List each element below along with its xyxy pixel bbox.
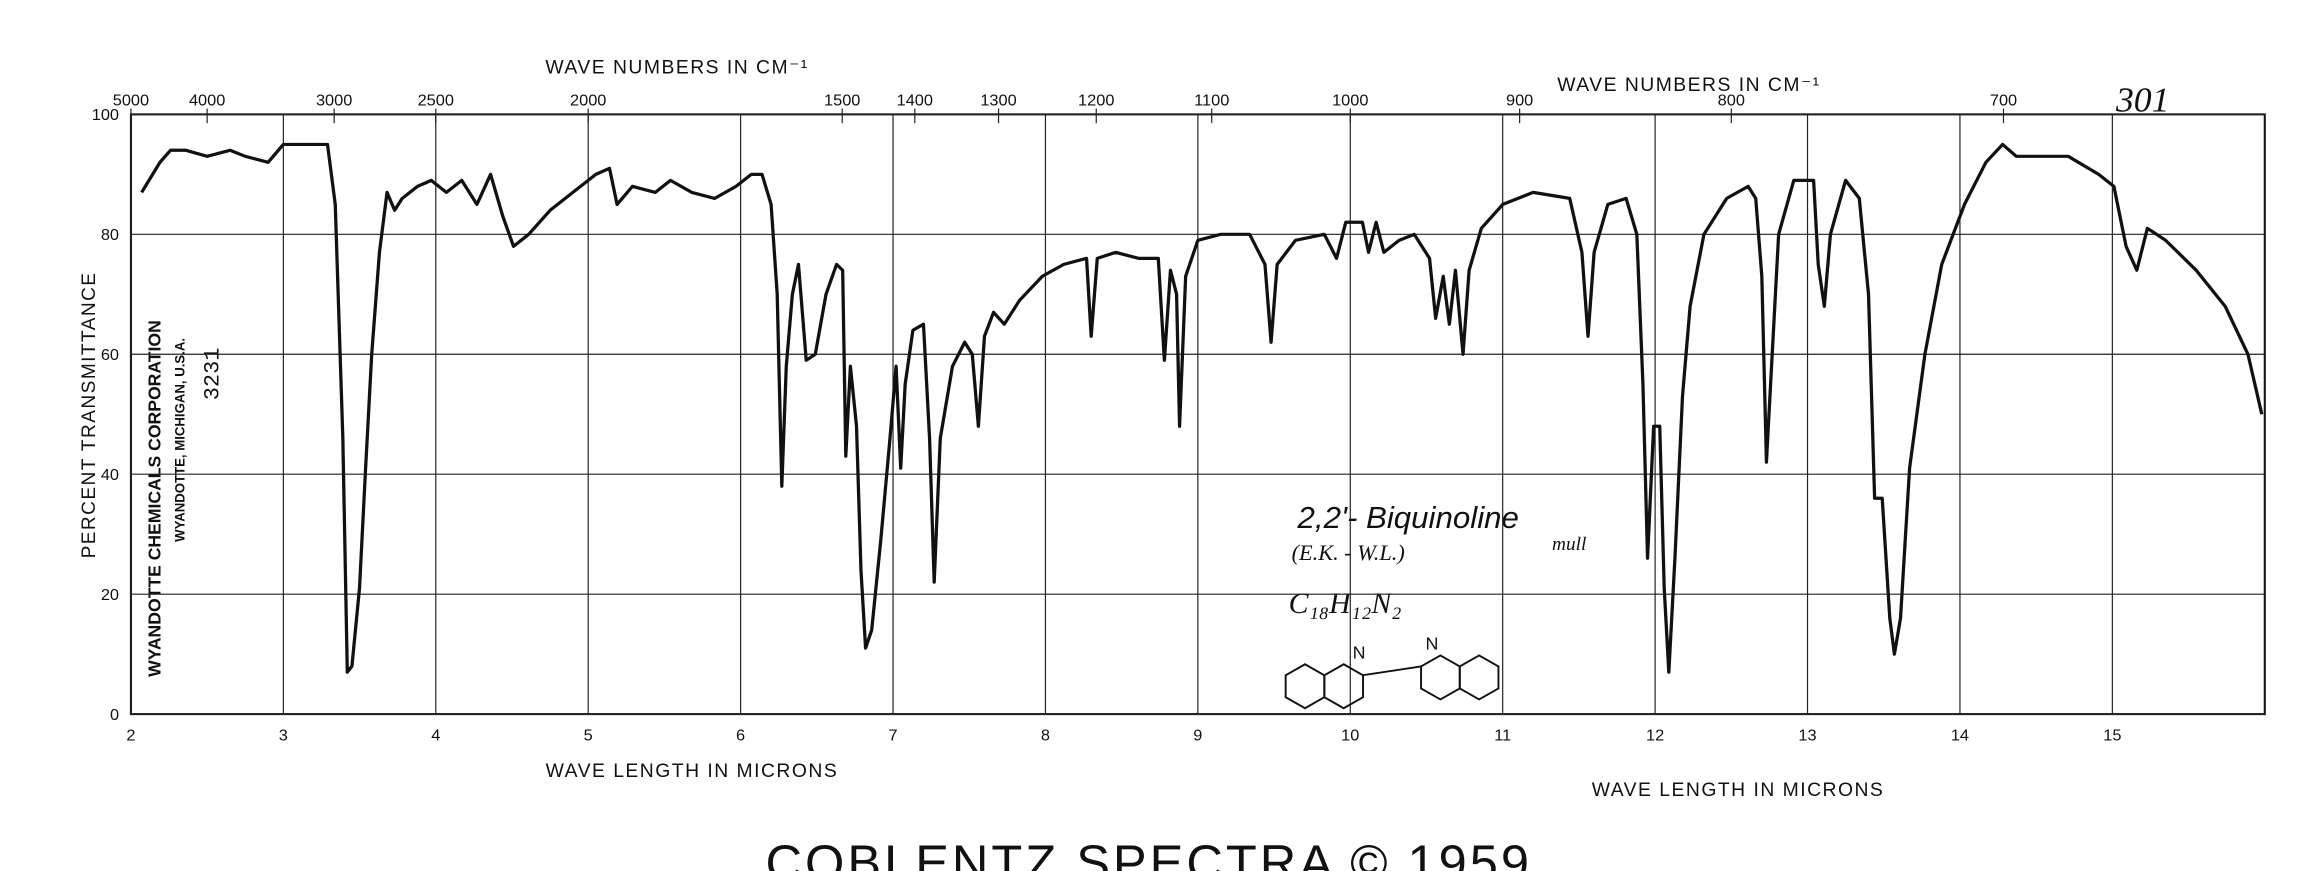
x-tick-label: 13 [1798,727,1816,745]
x-tick-label: 8 [1041,727,1050,745]
x-tick-label: 6 [736,727,745,745]
y-tick-label: 40 [101,466,119,484]
footer: COBLENTZ SPECTRA © 1959 [766,835,1532,871]
annotation: WYANDOTTE CHEMICALS CORPORATION [145,320,165,677]
x-tick-label: 14 [1951,727,1969,745]
annotation: C₁₈H₁₂N₂ [1289,588,1402,620]
y-tick-label: 80 [101,226,119,244]
atom-label: N [1426,634,1439,654]
x-tick-label: 12 [1646,727,1664,745]
spectrum-line [140,142,2264,674]
annotation: mull [1552,534,1586,555]
x2-tick-label: 900 [1506,92,1533,110]
annotation: (E.K. - W.L.) [1292,540,1405,565]
x-tick-label: 7 [888,727,897,745]
annotation: 2,2'- Biquinoline [1297,500,1519,535]
x2-tick-label: 1300 [980,92,1016,110]
x-axis-label: WAVE LENGTH IN MICRONS [1592,780,1885,801]
x-tick-label: 15 [2103,727,2121,745]
ring [1420,654,1461,701]
x2-tick-label: 1400 [897,92,933,110]
y-tick-label: 100 [92,106,119,124]
x-tick-label: 11 [1494,727,1511,745]
x-axis-label: WAVE LENGTH IN MICRONS [546,761,839,782]
structure: N N [1284,634,1500,710]
x2-axis-label: WAVE NUMBERS IN CM⁻¹ [1557,75,1820,96]
x-tick-label: 9 [1193,727,1202,745]
annotation: WYANDOTTE, MICHIGAN, U.S.A. [172,338,187,542]
y-tick-label: 20 [101,586,119,604]
x2-tick-label: 1100 [1194,92,1229,110]
y-axis-label: PERCENT TRANSMITTANCE [79,272,100,559]
x-tick-label: 5 [584,727,593,745]
x2-tick-label: 1200 [1078,92,1114,110]
x2-tick-label: 2500 [418,92,454,110]
x2-tick-label: 3000 [316,92,352,110]
x-tick-label: 4 [431,727,440,745]
bond [1362,665,1422,677]
atom-label: N [1353,643,1366,663]
x2-tick-label: 5000 [113,92,149,110]
x2-tick-label: 800 [1718,92,1745,110]
y-tick-label: 0 [110,706,119,724]
ring [1323,663,1364,710]
x2-tick-label: 2000 [570,92,606,110]
x-tick-label: 3 [279,727,288,745]
x2-axis-label: WAVE NUMBERS IN CM⁻¹ [545,57,808,78]
ring [1458,654,1500,701]
x2-tick-label: 700 [1990,92,2017,110]
y-tick-label: 60 [101,346,119,364]
x2-tick-label: 4000 [189,92,225,110]
ring [1284,663,1326,710]
annotation: 301 [2115,80,2170,120]
x-tick-label: 2 [126,727,135,745]
annotation: 3231 [201,348,226,401]
x2-tick-label: 1000 [1332,92,1368,110]
x-tick-label: 10 [1341,727,1359,745]
x2-tick-label: 1500 [824,92,860,110]
